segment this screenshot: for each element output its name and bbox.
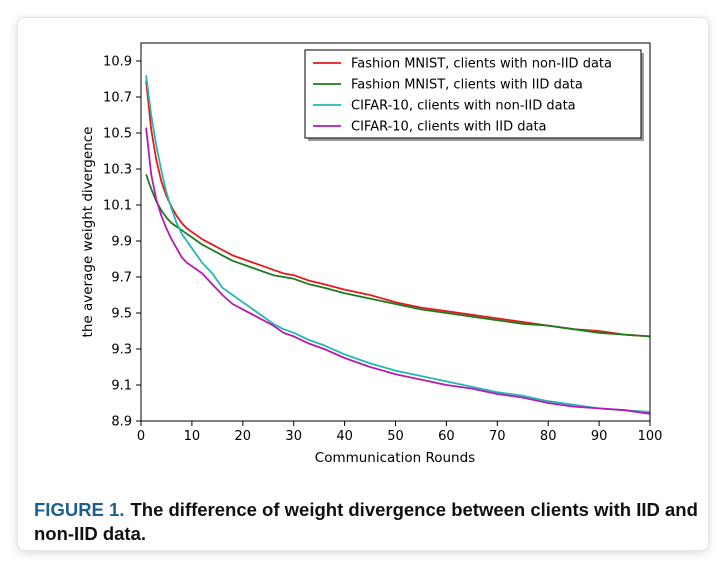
legend-label-1: Fashion MNIST, clients with non-IID data [351, 57, 612, 72]
y-tick-label: 10.5 [103, 127, 132, 142]
series-line-1 [145, 80, 650, 338]
y-tick-label: 10.7 [103, 91, 132, 106]
x-tick-label: 40 [336, 429, 353, 444]
x-tick-label: 30 [285, 429, 302, 444]
y-tick-label: 10.3 [103, 163, 132, 178]
x-axis-title: Communication Rounds [315, 450, 475, 466]
y-tick-label: 9.1 [111, 379, 132, 394]
y-tick-label: 8.9 [111, 415, 132, 430]
x-tick-label: 90 [591, 429, 608, 444]
legend-label-2: Fashion MNIST, clients with IID data [351, 78, 583, 93]
legend-label-3: CIFAR-10, clients with non-IID data [351, 99, 576, 114]
y-tick-label: 10.1 [103, 199, 132, 214]
figure-caption: FIGURE 1. The difference of weight diverg… [34, 498, 704, 546]
plot-area: 0 10 20 30 40 50 60 70 80 90 100 8.9 9.1 9.3 9.5 9.7 9.9… [103, 42, 663, 444]
legend-box [304, 49, 642, 139]
x-tick-label: 60 [438, 429, 455, 444]
series-line-3 [145, 75, 650, 413]
y-tick-label: 9.5 [111, 307, 132, 322]
y-tick-label: 9.7 [111, 271, 132, 286]
y-tick-label: 10.9 [103, 55, 132, 70]
y-tick-label: 9.9 [111, 235, 132, 250]
x-tick-label: 100 [638, 429, 663, 444]
legend-label-4: CIFAR-10, clients with IID data [351, 120, 547, 135]
y-tick-label: 9.3 [111, 343, 132, 358]
x-tick-label: 80 [540, 429, 557, 444]
x-tick-label: 50 [387, 429, 404, 444]
x-tick-label: 70 [489, 429, 506, 444]
x-tick-label: 10 [184, 429, 201, 444]
y-axis-title: the average weight divergence [80, 127, 96, 338]
caption-label: FIGURE 1. [34, 499, 125, 520]
caption-text: The difference of weight divergence betw… [34, 499, 698, 544]
x-tick-label: 20 [235, 429, 252, 444]
series-line-4 [145, 127, 650, 415]
series-line-2 [145, 174, 650, 338]
x-tick-label: 0 [137, 429, 145, 444]
